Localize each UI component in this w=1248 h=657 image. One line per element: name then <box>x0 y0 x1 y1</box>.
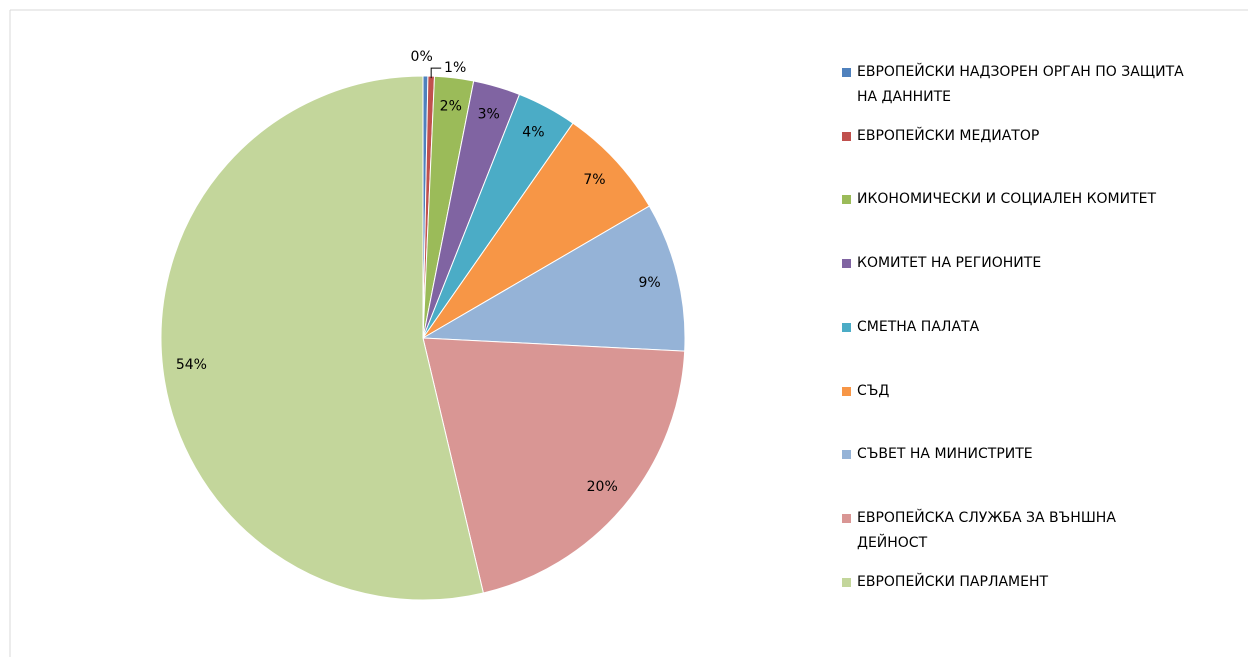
legend-item: ЕВРОПЕЙСКИ НАДЗОРЕН ОРГАН ПО ЗАЩИТА НА Д… <box>842 60 1242 110</box>
legend-label: СЪД <box>857 382 890 399</box>
pie-slice <box>421 205 686 352</box>
legend-label: ЕВРОПЕЙСКИ МЕДИАТОР <box>857 127 1040 144</box>
legend-label: ЕВРОПЕЙСКИ ПАРЛАМЕНТ <box>857 573 1049 590</box>
legend-swatch <box>842 513 851 523</box>
data-label: 4% <box>522 125 544 141</box>
pie-slice <box>422 337 686 594</box>
data-label: 7% <box>583 172 605 188</box>
pie-slice <box>422 122 651 339</box>
legend-item: ЕВРОПЕЙСКИ ПАРЛАМЕНТ <box>842 570 1242 595</box>
legend-swatch <box>842 386 851 396</box>
data-label: 9% <box>638 275 660 291</box>
legend-label: ЕВРОПЕЙСКИ НАДЗОРЕН ОРГАН ПО ЗАЩИТА НА Д… <box>857 64 1184 105</box>
leader-line <box>430 67 442 79</box>
legend-label: ЕВРОПЕЙСКА СЛУЖБА ЗА ВЪНШНА ДЕЙНОСТ <box>857 509 1116 551</box>
legend-swatch <box>842 131 851 141</box>
data-label: 3% <box>478 106 500 122</box>
legend-swatch <box>842 259 851 269</box>
legend-item: СМЕТНА ПАЛАТА <box>842 315 1242 340</box>
data-label: 0% <box>411 49 433 65</box>
legend-label: СЪВЕТ НА МИНИСТРИТЕ <box>857 446 1033 463</box>
legend-swatch <box>842 68 851 77</box>
legend-label: КОМИТЕТ НА РЕГИОНИТЕ <box>857 255 1042 272</box>
data-label: 54% <box>176 357 207 373</box>
legend-swatch <box>842 450 851 460</box>
legend-label: ИКОНОМИЧЕСКИ И СОЦИАЛЕН КОМИТЕТ <box>857 191 1157 208</box>
legend-item: ЕВРОПЕЙСКИ МЕДИАТОР <box>842 124 1242 149</box>
data-label: 1% <box>444 60 466 76</box>
data-label: 20% <box>587 479 618 495</box>
legend-item: ИКОНОМИЧЕСКИ И СОЦИАЛЕН КОМИТЕТ <box>842 187 1242 212</box>
legend-item: КОМИТЕТ НА РЕГИОНИТЕ <box>842 251 1242 276</box>
legend-item: ЕВРОПЕЙСКА СЛУЖБА ЗА ВЪНШНА ДЕЙНОСТ <box>842 506 1242 556</box>
legend-item: СЪД <box>842 379 1242 404</box>
legend-swatch <box>842 577 851 587</box>
legend-label: СМЕТНА ПАЛАТА <box>857 318 980 335</box>
legend-item: СЪВЕТ НА МИНИСТРИТЕ <box>842 442 1242 467</box>
legend-swatch <box>842 195 851 205</box>
legend-swatch <box>842 322 851 332</box>
pie-slice <box>160 75 484 601</box>
data-label: 2% <box>440 98 462 114</box>
